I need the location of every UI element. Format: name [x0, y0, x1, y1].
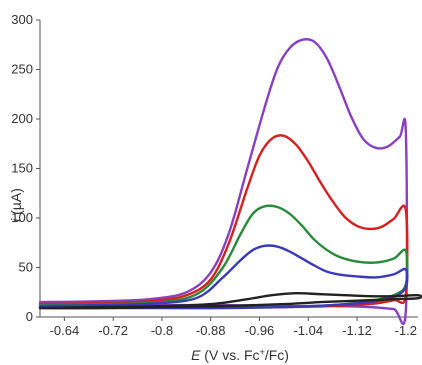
y-tick-label: 100: [11, 210, 33, 225]
x-axis-title: E (V vs. Fc+/Fc): [191, 347, 289, 363]
y-tick-label: 150: [11, 161, 33, 176]
x-tick-label: -0.88: [196, 323, 226, 338]
series-line-1: [38, 38, 409, 326]
x-tick-label: -1.12: [342, 323, 372, 338]
y-tick-label: 50: [19, 260, 33, 275]
x-tick-label: -0.72: [98, 323, 128, 338]
y-axis-title: i (µA): [8, 188, 24, 222]
x-tick-label: -1.04: [293, 323, 323, 338]
x-tick-label: -0.64: [50, 323, 80, 338]
series-line-4: [38, 244, 409, 310]
x-tick-label: -1.2: [395, 323, 417, 338]
plot-lines: [38, 38, 422, 326]
series-line-5: [38, 291, 422, 310]
y-tick-label: 200: [11, 111, 33, 126]
x-axis: -0.64 -0.72 -0.8 -0.88 -0.96 -1.04 -1.12 -1.2: [40, 316, 418, 338]
series-line-2: [38, 134, 409, 309]
x-tick-label: -0.8: [151, 323, 173, 338]
y-tick-label: 0: [26, 309, 33, 324]
y-axis: 0 50 100 150 200 250 300: [11, 12, 41, 324]
x-tick-label: -0.96: [245, 323, 275, 338]
y-tick-label: 300: [11, 12, 33, 27]
y-tick-label: 250: [11, 62, 33, 77]
